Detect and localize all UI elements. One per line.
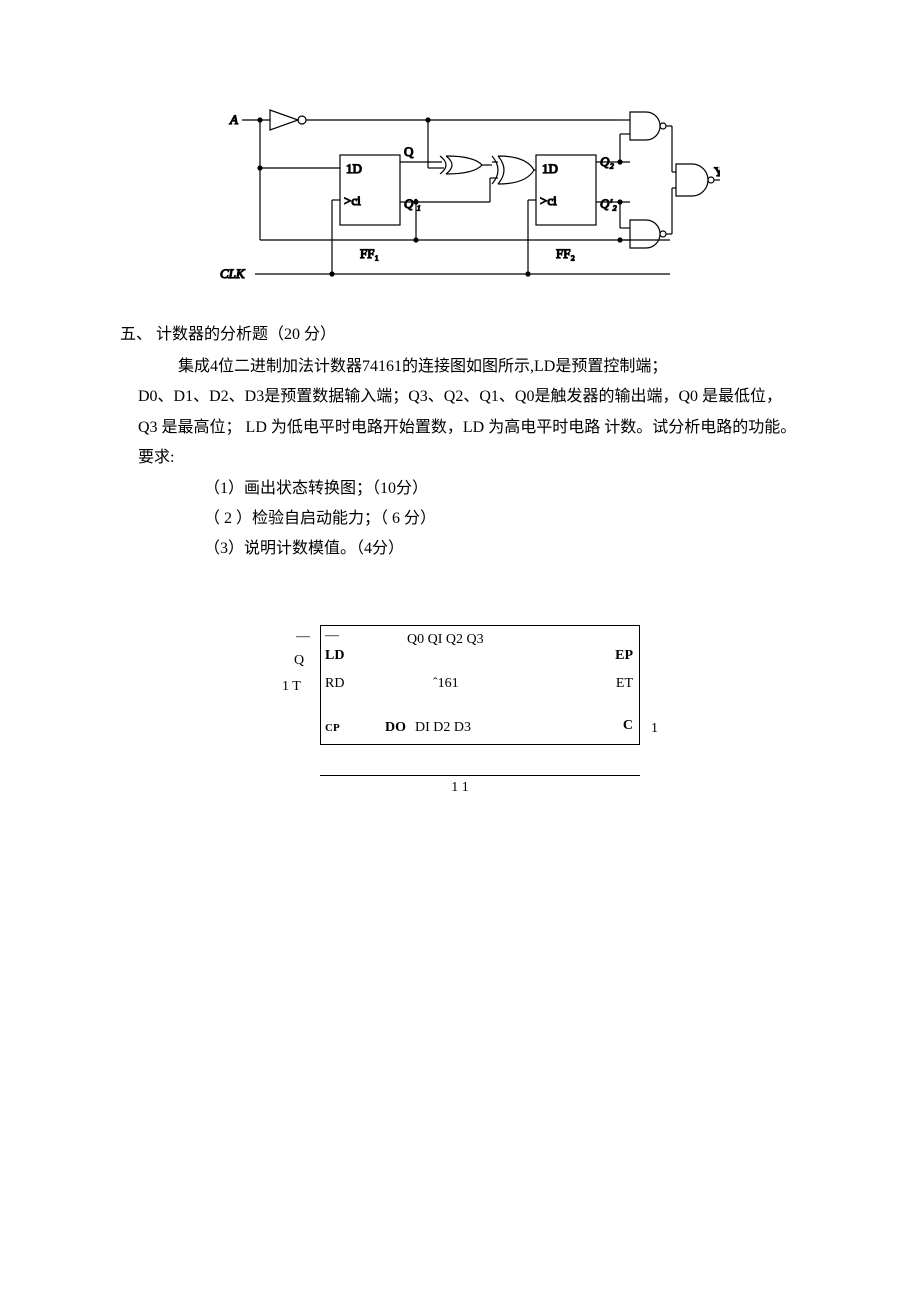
section-5-p2: D0、D1、D2、D3是预置数据输入端；Q3、Q2、Q1、Q0是触发器的输出端，… — [120, 382, 800, 473]
ic-c: C — [623, 718, 633, 734]
req-1: （1）画出状态转换图；（10分） — [120, 474, 800, 504]
label-clk: CLK — [220, 266, 246, 281]
ic-left-1t: 1 T — [282, 679, 301, 695]
ic-ep: EP — [615, 648, 633, 664]
ic-d123: DI D2 D3 — [415, 720, 471, 736]
flipflop-circuit-diagram: A CLK 1D >c — [200, 100, 720, 300]
ic-cp: CP — [325, 722, 340, 734]
ic-rd: RD — [325, 676, 344, 692]
ff1-q: Q — [404, 144, 414, 159]
ic-right-1: 1 — [651, 721, 658, 737]
ff1-d: 1D — [346, 161, 362, 176]
ff1-qn: Q′₁ — [404, 196, 421, 211]
req-3: （3）说明计数模值。（4分） — [120, 534, 800, 564]
ic-ld: LD — [325, 648, 344, 664]
page: A CLK 1D >c — [0, 0, 920, 856]
section-5-heading: 五、 计数器的分析题（20 分） — [120, 320, 800, 344]
ic-do: DO — [385, 720, 406, 736]
ff2-ci: >ci — [540, 193, 557, 208]
label-a: A — [229, 112, 238, 127]
ff1-ci: >ci — [344, 193, 361, 208]
ic-bottom-text: 1 1 — [280, 780, 640, 796]
ic-left-dash: — — [296, 629, 310, 645]
ff1-label: FF₁ — [360, 246, 379, 261]
ic-box: Q0 QI Q2 Q3 — LD EP RD ˆ161 ET CP DO DI … — [320, 625, 640, 745]
ff2-label: FF₂ — [556, 246, 575, 261]
ic-bottom-line — [320, 775, 640, 776]
ic-left-q: Q — [294, 653, 304, 669]
req-2: （ 2 ）检验自启动能力；（ 6 分） — [120, 504, 800, 534]
ic-bar: — — [325, 628, 339, 644]
ic-74161-diagram: — Q 1 T 1 Q0 QI Q2 Q3 — LD EP RD ˆ161 ET… — [280, 625, 640, 796]
ff2-d: 1D — [542, 161, 558, 176]
section-5-p1: 集成4位二进制加法计数器74161的连接图如图所示,LD是预置控制端； — [120, 352, 800, 382]
ff2-qn: Q′₂ — [600, 196, 617, 211]
ic-et: ET — [616, 676, 633, 692]
ic-outputs: Q0 QI Q2 Q3 — [407, 632, 484, 648]
label-y: Y — [714, 164, 720, 179]
ic-name: ˆ161 — [433, 676, 459, 692]
